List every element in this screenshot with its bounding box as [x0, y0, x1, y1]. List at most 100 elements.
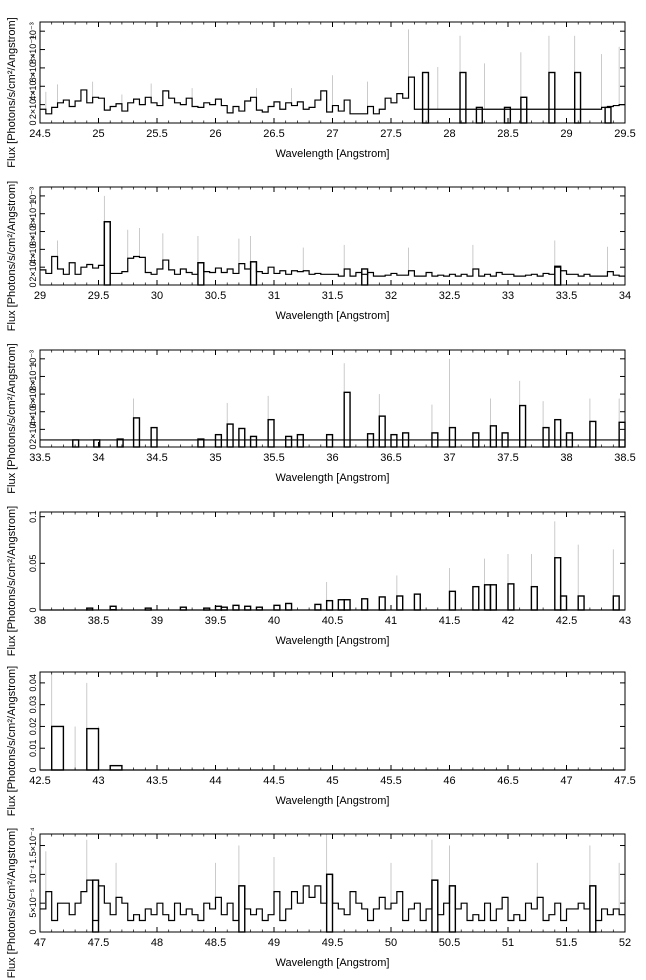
x-tick-label: 41.5 — [439, 615, 460, 627]
x-tick-label: 44 — [209, 775, 221, 787]
x-tick-label: 26.5 — [263, 128, 284, 140]
x-tick-label: 25.5 — [146, 128, 167, 140]
spectrum-bin — [109, 605, 117, 611]
spectrum-bin — [197, 262, 205, 286]
x-tick-label: 34.5 — [146, 452, 167, 464]
spectrum-bin — [507, 583, 515, 611]
x-tick-label: 30.5 — [205, 290, 226, 302]
spectrum-bin — [448, 426, 457, 448]
plot-frame — [39, 671, 626, 771]
y-axis-title: Flux [Photons/s/cm²/Angstrom] — [6, 181, 18, 331]
y-tick-label: 0.02 — [28, 718, 38, 736]
spectrum-bin — [548, 71, 556, 124]
x-tick-label: 45.5 — [380, 775, 401, 787]
spectrum-bin — [91, 879, 100, 933]
spectrum-bin — [337, 599, 345, 611]
spectrum-bin — [559, 595, 568, 611]
spectrum-bin — [109, 764, 123, 771]
x-tick-label: 34 — [92, 452, 104, 464]
x-tick-label: 34 — [619, 290, 631, 302]
x-tick-label: 25 — [92, 128, 104, 140]
x-tick-label: 33.5 — [556, 290, 577, 302]
x-tick-label: 45 — [326, 775, 338, 787]
y-tick-label: 10⁻³ — [28, 350, 38, 368]
x-tick-label: 43 — [619, 615, 631, 627]
x-tick-label: 29.5 — [88, 290, 109, 302]
x-tick-label: 32 — [385, 290, 397, 302]
y-tick-label: 8×10⁻⁴ — [28, 35, 38, 64]
x-tick-label: 50 — [385, 937, 397, 949]
spectrum-bin — [249, 435, 258, 448]
y-axis-title: Flux [Photons/s/cm²/Angstrom] — [6, 506, 18, 656]
x-tick-label: 24.5 — [29, 128, 50, 140]
y-tick-label: 0.05 — [28, 555, 38, 573]
x-tick-label: 36.5 — [380, 452, 401, 464]
spectrum-bin — [554, 557, 562, 611]
spectrum-panel-3: 33.5 34 34.5 35 35.5 36 36.5 37 37.5 38 38.5 02×10⁻… — [6, 343, 636, 493]
spectrum-bin — [273, 604, 281, 611]
x-axis-title: Wavelength [Angstrom] — [276, 148, 390, 160]
x-tick-label: 31 — [268, 290, 280, 302]
spectrum-bin — [448, 590, 457, 611]
y-tick-label: 0 — [28, 929, 38, 934]
x-axis-title: Wavelength [Angstrom] — [276, 795, 390, 807]
spectrum-bin — [244, 605, 252, 611]
x-tick-label: 33.5 — [29, 452, 50, 464]
spectrum-panel-2: 29 29.5 30 30.5 31 31.5 32 32.5 33 33.5 34 02×10⁻⁴4… — [6, 181, 631, 331]
x-tick-label: 47.5 — [614, 775, 635, 787]
x-tick-label: 47.5 — [88, 937, 109, 949]
spectrum-bin — [612, 595, 620, 611]
spectrum-bin — [413, 593, 421, 611]
y-axis-title: Flux [Photons/s/cm²/Angstrom] — [6, 666, 18, 816]
y-axis-title: Flux [Photons/s/cm²/Angstrom] — [6, 17, 18, 167]
x-tick-label: 46 — [443, 775, 455, 787]
spectrum-bin — [150, 426, 158, 448]
spectrum-bin — [325, 433, 334, 448]
spectrum-bin — [86, 727, 100, 771]
spectrum-bin — [238, 427, 246, 448]
x-tick-label: 33 — [502, 290, 514, 302]
x-tick-label: 37.5 — [497, 452, 518, 464]
x-tick-label: 44.5 — [263, 775, 284, 787]
x-tick-label: 36 — [326, 452, 338, 464]
x-tick-label: 29.5 — [614, 128, 635, 140]
spectrum-bin — [378, 415, 386, 448]
x-tick-label: 50.5 — [439, 937, 460, 949]
spectrum-bin — [238, 885, 246, 933]
y-axis-title: Flux [Photons/s/cm²/Angstrom] — [6, 828, 18, 978]
spectrum-bin — [421, 71, 430, 124]
spectrum-bin — [314, 603, 322, 611]
spectrum-bin — [554, 418, 562, 448]
x-tick-label: 32.5 — [439, 290, 460, 302]
x-tick-label: 41 — [385, 615, 397, 627]
spectrum-bin — [214, 433, 223, 448]
spectrum-bin — [589, 420, 597, 448]
x-tick-label: 43 — [92, 775, 104, 787]
x-axis-title: Wavelength [Angstrom] — [276, 957, 390, 969]
spectrum-bin — [542, 426, 550, 448]
y-tick-label: 10⁻³ — [28, 187, 38, 205]
spectrum-panel-5: 42.5 43 43.5 44 44.5 45 45.5 46 46.5 47 47.5 0 0.01 0… — [6, 666, 636, 816]
spectrum-bin — [103, 221, 111, 286]
y-tick-label: 5×10⁻⁵ — [28, 889, 38, 918]
y-tick-label: 8×10⁻⁴ — [28, 199, 38, 228]
spectrum-bin — [214, 605, 223, 611]
spectrum-step-line — [40, 76, 625, 115]
y-tick-label: 4×10⁻⁴ — [28, 397, 38, 426]
x-axis-title: Wavelength [Angstrom] — [276, 310, 390, 322]
spectrum-panel-4: 38 38.5 39 39.5 40 40.5 41 41.5 42 42.5 43 0 0.05 0.1… — [6, 506, 631, 656]
spectrum-step-line — [40, 221, 625, 277]
spectrum-bin — [431, 879, 439, 933]
spectrum-bin — [472, 585, 480, 611]
spectrum-bin — [589, 885, 597, 933]
y-tick-label: 1.5×10⁻⁴ — [28, 827, 38, 864]
x-tick-label: 28.5 — [497, 128, 518, 140]
spectrum-bin — [51, 725, 65, 771]
spectrum-bin — [132, 417, 141, 448]
x-tick-label: 39 — [151, 615, 163, 627]
x-tick-label: 47 — [560, 775, 572, 787]
y-tick-label: 6×10⁻⁴ — [28, 53, 38, 82]
y-tick-label: 0.1 — [28, 510, 38, 523]
spectrum-panel-6: 47 47.5 48 48.5 49 49.5 50 50.5 51 51.5 52 0 5×10⁻⁵ 1… — [6, 827, 631, 978]
y-tick-label: 4×10⁻⁴ — [28, 72, 38, 101]
